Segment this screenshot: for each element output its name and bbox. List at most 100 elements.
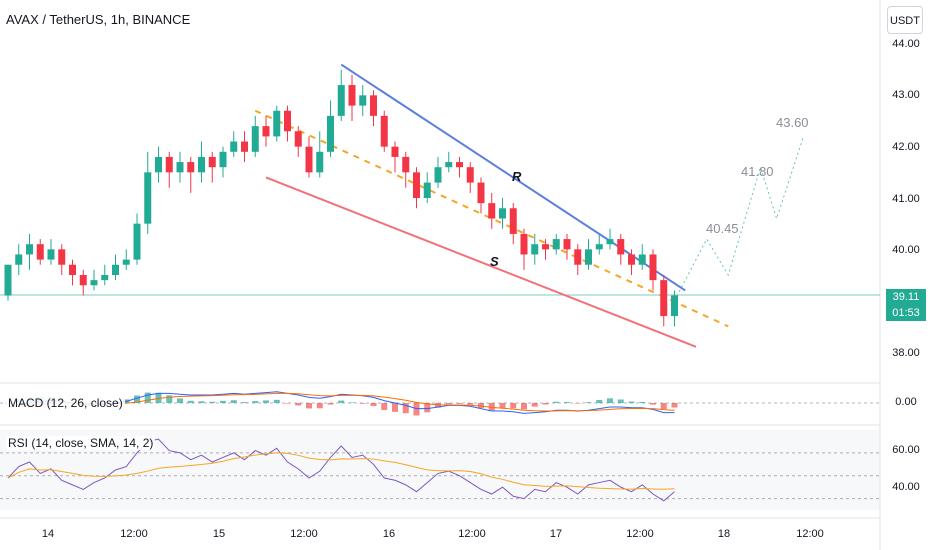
price-label: 40.00: [892, 244, 920, 256]
support-annotation[interactable]: S: [490, 254, 499, 269]
candle-body: [499, 208, 506, 219]
candle-body: [79, 275, 87, 286]
macd-histogram-bar: [316, 403, 323, 409]
rsi-axis-label: 60.00: [892, 444, 920, 456]
candle-body: [585, 249, 592, 265]
macd-histogram-bar: [478, 403, 484, 408]
macd-histogram-bar: [187, 400, 194, 403]
macd-histogram-bar: [381, 403, 388, 411]
time-label: 12:00: [796, 528, 824, 540]
rsi-label[interactable]: RSI (14, close, SMA, 14, 2): [6, 436, 156, 450]
macd-histogram-bar: [639, 401, 646, 403]
candle-body: [477, 182, 485, 204]
macd-histogram-bar: [370, 403, 377, 406]
candle-body: [563, 239, 571, 250]
macd-histogram-bar: [617, 399, 624, 403]
candle-body: [230, 141, 238, 152]
target-label[interactable]: 41.80: [741, 164, 774, 179]
resistance-line: [340, 63, 686, 292]
macd-label[interactable]: MACD (12, 26, close): [6, 396, 125, 410]
candle-body: [445, 162, 453, 168]
rsi-axis-label: 40.00: [892, 481, 920, 493]
candle-body: [423, 182, 431, 198]
candle-body: [531, 244, 539, 255]
candle-body: [4, 264, 12, 296]
candle-body: [208, 156, 216, 168]
candle-body: [370, 95, 377, 116]
time-label: 12:00: [120, 528, 148, 540]
candle-body: [165, 156, 173, 173]
candle-body: [155, 156, 162, 173]
candle-body: [122, 259, 130, 265]
currency-button[interactable]: USDT: [887, 6, 923, 34]
candle-body: [649, 254, 657, 281]
price-label: 43.00: [892, 89, 920, 101]
candle-body: [391, 146, 399, 157]
macd-histogram-bar: [499, 403, 506, 409]
candle-body: [36, 244, 44, 260]
macd-histogram-bar: [177, 398, 183, 403]
candle-body: [316, 151, 324, 173]
macd-histogram-bar: [488, 403, 495, 411]
candle-body: [284, 110, 291, 132]
macd-histogram-bar: [510, 403, 517, 409]
time-label: 14: [41, 528, 55, 540]
candle-body: [90, 280, 98, 286]
candle-body: [671, 295, 678, 317]
candle-body: [15, 254, 23, 265]
candle-body: [241, 141, 248, 152]
candle-body: [133, 223, 141, 260]
macd-axis-label: 0.00: [895, 396, 917, 408]
time-label: 15: [212, 528, 226, 540]
candle-body: [187, 162, 195, 173]
macd-histogram-bar: [650, 403, 656, 405]
candle-body: [595, 244, 603, 250]
candle-body: [574, 249, 582, 265]
candle-body: [413, 172, 420, 198]
macd-histogram-bar: [671, 403, 678, 408]
candle-body: [434, 167, 442, 183]
candle-body: [402, 156, 410, 173]
candle-body: [26, 244, 33, 255]
macd-histogram-bar: [467, 403, 474, 405]
macd-histogram-bar: [456, 403, 463, 404]
macd-histogram-bar: [531, 403, 538, 407]
macd-histogram-bar: [553, 401, 560, 403]
current-price-badge: 39.11: [886, 289, 926, 305]
candle-body: [144, 172, 152, 224]
candle-body: [456, 162, 463, 168]
target-label[interactable]: 40.45: [706, 221, 739, 236]
time-label: 12:00: [626, 528, 654, 540]
candle-body: [198, 156, 205, 173]
macd-histogram-bar: [445, 403, 452, 405]
candle-body: [542, 244, 549, 250]
macd-histogram-bar: [306, 403, 312, 409]
candle-body: [638, 254, 646, 265]
candle-body: [348, 85, 356, 106]
price-label: 41.00: [892, 193, 920, 205]
macd-histogram-bar: [338, 400, 345, 403]
candle-body: [380, 115, 388, 147]
candle-body: [69, 264, 76, 275]
macd-histogram-bar: [564, 402, 570, 403]
candle-body: [488, 203, 496, 219]
macd-histogram-bar: [134, 395, 140, 403]
candle-body: [262, 126, 270, 137]
macd-histogram-bar: [435, 403, 441, 408]
macd-histogram-bar: [392, 403, 398, 412]
time-label: 16: [382, 528, 396, 540]
candle-body: [101, 275, 109, 281]
candle-body: [327, 115, 334, 152]
macd-histogram-bar: [252, 401, 259, 403]
macd-histogram-bar: [424, 403, 431, 413]
candle-body: [466, 167, 474, 183]
target-label[interactable]: 43.60: [776, 115, 809, 130]
macd-histogram-bar: [402, 403, 409, 414]
macd-histogram-bar: [585, 402, 592, 403]
price-label: 44.00: [892, 38, 920, 50]
candle-body: [294, 131, 302, 147]
resistance-annotation[interactable]: R: [512, 169, 522, 184]
macd-histogram-bar: [574, 403, 581, 404]
